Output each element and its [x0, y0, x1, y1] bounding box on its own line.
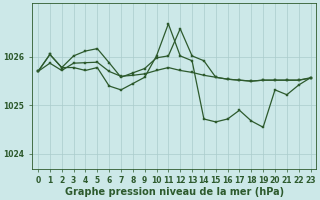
X-axis label: Graphe pression niveau de la mer (hPa): Graphe pression niveau de la mer (hPa): [65, 187, 284, 197]
